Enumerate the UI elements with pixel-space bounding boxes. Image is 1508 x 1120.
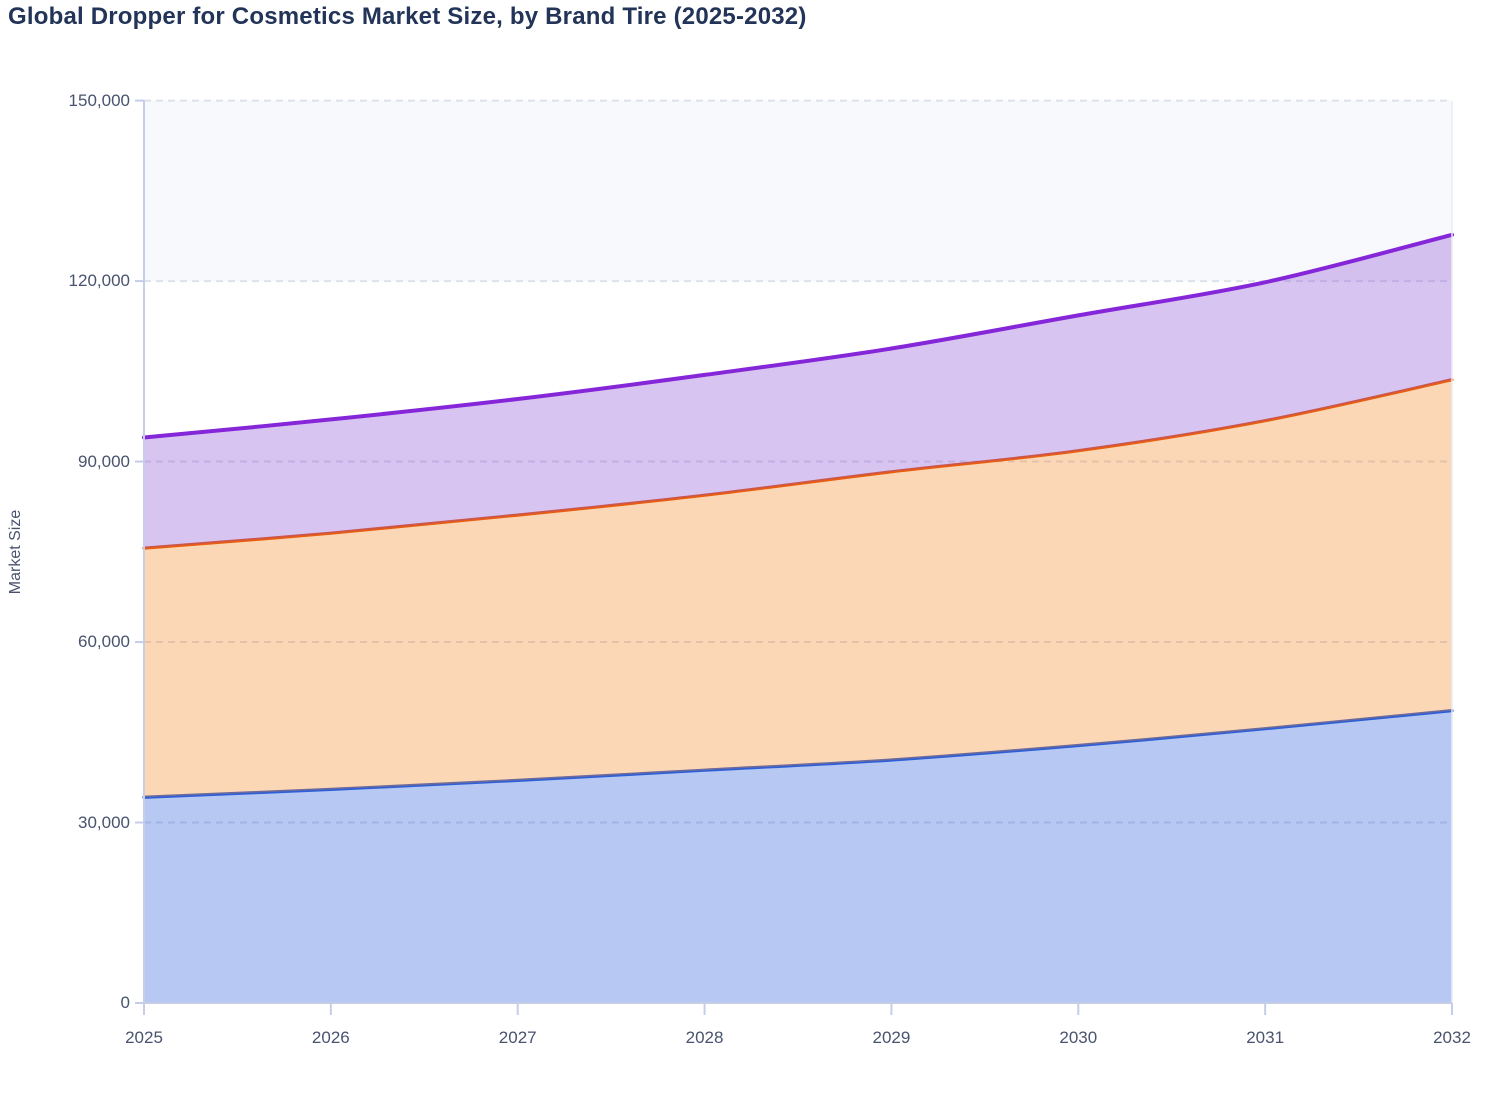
- x-tick-label: 2026: [311, 1028, 350, 1047]
- line-purple: [142, 232, 1454, 440]
- y-tick-label: 90,000: [78, 451, 130, 471]
- x-tick-label: 2029: [872, 1028, 911, 1047]
- area-orange: [144, 379, 1452, 798]
- line-blue: [142, 709, 1454, 799]
- x-tick-label: 2028: [685, 1028, 724, 1047]
- y-tick-label: 60,000: [78, 632, 130, 652]
- x-tick-label: 2027: [498, 1028, 537, 1047]
- x-tick-label: 2031: [1246, 1028, 1285, 1047]
- area-purple: [144, 234, 1452, 549]
- y-tick-label: 150,000: [68, 90, 130, 110]
- chart-title: Global Dropper for Cosmetics Market Size…: [8, 3, 807, 30]
- x-tick-label: 2025: [125, 1028, 163, 1047]
- x-tick-label: 2032: [1433, 1028, 1471, 1047]
- line-orange: [142, 378, 1454, 550]
- y-tick-label: 30,000: [78, 812, 130, 832]
- y-tick-label: 120,000: [68, 271, 130, 291]
- x-tick-label: 2030: [1059, 1028, 1098, 1047]
- background-band: [144, 100, 1452, 282]
- y-tick-label: 0: [120, 993, 130, 1012]
